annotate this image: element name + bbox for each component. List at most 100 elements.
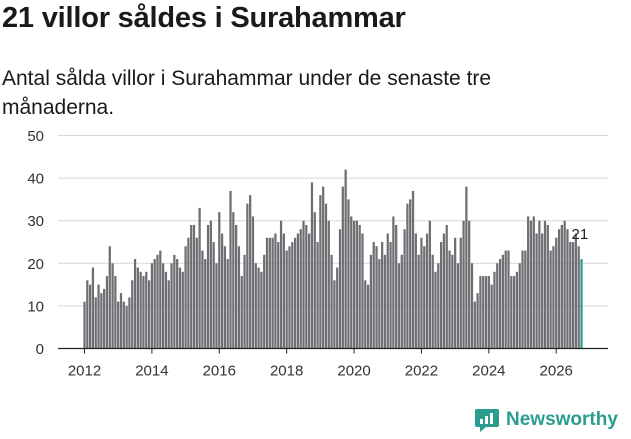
bar [254, 263, 257, 349]
bar [406, 203, 409, 349]
bar [240, 276, 243, 349]
bars [83, 169, 583, 349]
bar [546, 224, 549, 349]
bar [549, 250, 552, 349]
bar [411, 190, 415, 349]
bar [117, 301, 120, 349]
x-tick-label: 2018 [270, 363, 303, 380]
bar [128, 297, 131, 349]
bar [232, 212, 235, 349]
bar [285, 250, 288, 349]
bar [352, 220, 356, 349]
y-tick-label: 10 [27, 298, 44, 315]
x-tick-label: 2016 [203, 363, 236, 380]
bar [395, 224, 398, 349]
bar [91, 267, 95, 349]
bar [223, 246, 227, 349]
bar [215, 263, 218, 349]
bar [319, 195, 322, 349]
y-tick-label: 50 [27, 128, 44, 145]
bar [454, 237, 457, 349]
bar [209, 220, 212, 349]
bar [386, 233, 389, 349]
bar [462, 220, 465, 349]
bar [265, 237, 269, 349]
bar [156, 254, 159, 349]
bar [473, 301, 476, 349]
bar [476, 293, 479, 349]
bar [268, 237, 271, 349]
bar [263, 254, 266, 349]
bar [201, 250, 204, 349]
bar [439, 242, 443, 349]
bar [552, 246, 555, 349]
bar-chart: 0 10 20 30 40 50 2012 2014 2016 2018 2020 2022 2024… [27, 128, 608, 380]
bar [271, 237, 274, 349]
bar [195, 237, 198, 349]
bar [510, 276, 513, 349]
bar [375, 246, 378, 349]
bar [361, 233, 364, 349]
bar [347, 199, 350, 349]
bar [344, 169, 347, 349]
bar [482, 276, 485, 349]
bar [541, 233, 544, 349]
bar [451, 254, 454, 349]
bar [470, 263, 474, 349]
bar [389, 242, 392, 349]
y-tick-label: 40 [27, 171, 44, 188]
bar [364, 280, 367, 349]
bar [409, 199, 412, 349]
bar [282, 233, 285, 349]
bar [397, 263, 401, 349]
bar [198, 207, 201, 349]
bar [403, 229, 406, 349]
x-axis-labels: 2012 2014 2016 2018 2020 2022 2024 2026 [68, 348, 573, 380]
bar [212, 242, 215, 349]
bar [324, 203, 328, 349]
newsworthy-icon [475, 409, 499, 432]
bar [145, 271, 148, 349]
bar [563, 220, 566, 349]
bar [316, 242, 319, 349]
bar [111, 263, 114, 349]
bar [119, 293, 123, 349]
bar [308, 233, 311, 349]
bar [105, 276, 109, 349]
bar [257, 267, 260, 349]
bar [277, 242, 280, 349]
bar [279, 220, 283, 349]
bar [176, 259, 179, 349]
bar [122, 301, 125, 349]
bar [100, 293, 103, 349]
bar-latest [580, 259, 583, 349]
y-tick-label: 0 [36, 341, 44, 358]
bar [487, 276, 490, 349]
bar [484, 276, 488, 349]
x-tick-label: 2022 [405, 363, 438, 380]
bar [490, 284, 493, 349]
bar [493, 271, 496, 349]
bar [496, 263, 499, 349]
bar [187, 237, 190, 349]
bar [566, 229, 569, 349]
bar [574, 233, 578, 349]
bar [302, 220, 305, 349]
bar [243, 254, 246, 349]
bar [206, 224, 210, 349]
bar [173, 254, 176, 349]
y-axis-labels: 0 10 20 30 40 50 [27, 128, 44, 358]
bar [425, 233, 429, 349]
x-tick-label: 2024 [472, 363, 505, 380]
bar [108, 246, 111, 349]
bar [456, 263, 460, 349]
chart-title: 21 villor såldes i Surahammar [2, 2, 406, 34]
bar [338, 229, 342, 349]
bar [341, 186, 344, 349]
bar [133, 259, 137, 349]
bar [355, 220, 358, 349]
bar [164, 271, 168, 349]
bar [192, 224, 196, 349]
bar [521, 250, 524, 349]
bar [555, 237, 558, 349]
